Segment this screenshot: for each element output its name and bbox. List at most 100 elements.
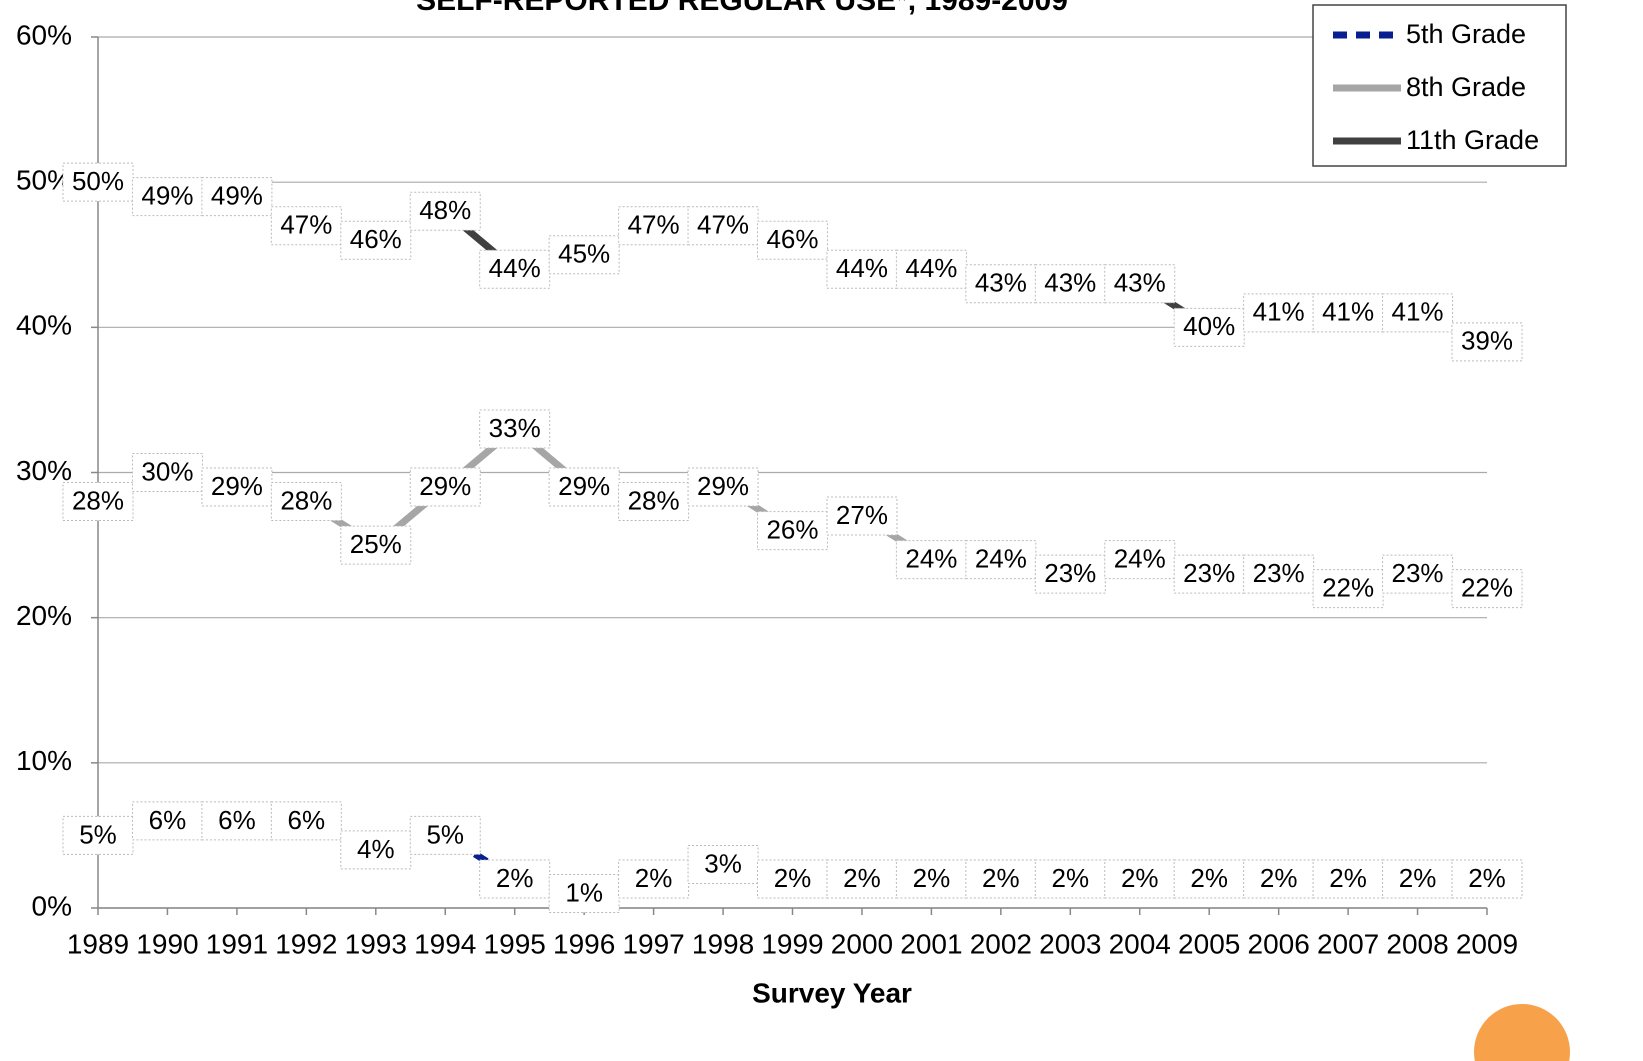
data-label: 23% — [1183, 558, 1235, 588]
data-label-box — [548, 467, 620, 507]
data-label: 2% — [1190, 863, 1228, 893]
y-tick-label: 0% — [32, 890, 72, 921]
data-label-box — [687, 206, 759, 246]
data-label-box — [1104, 859, 1176, 899]
data-label-box — [62, 815, 134, 855]
data-label-box — [826, 249, 898, 289]
data-label-box — [1243, 293, 1315, 333]
data-label: 29% — [211, 471, 263, 501]
data-label: 2% — [1260, 863, 1298, 893]
x-axis-label: Survey Year — [752, 977, 912, 1008]
data-label-box — [687, 467, 759, 507]
data-label: 2% — [496, 863, 534, 893]
legend-label: 11th Grade — [1406, 125, 1539, 155]
data-label: 28% — [72, 485, 124, 515]
data-label: 2% — [774, 863, 812, 893]
x-tick-label: 2002 — [970, 928, 1032, 959]
data-label: 23% — [1392, 558, 1444, 588]
data-label: 2% — [1121, 863, 1159, 893]
data-label: 47% — [628, 210, 680, 240]
x-tick-label: 1999 — [761, 928, 823, 959]
data-label: 47% — [280, 210, 332, 240]
data-label: 49% — [141, 181, 193, 211]
y-tick-label: 10% — [16, 745, 72, 776]
data-label: 2% — [913, 863, 951, 893]
data-label-box — [895, 540, 967, 580]
y-tick-label: 60% — [16, 19, 72, 50]
data-label-box — [479, 409, 551, 449]
data-label-box — [548, 235, 620, 275]
data-label-box — [270, 206, 342, 246]
data-label-box — [409, 815, 481, 855]
data-label: 26% — [766, 514, 818, 544]
legend-label: 8th Grade — [1406, 72, 1526, 102]
legend-label: 5th Grade — [1406, 19, 1526, 49]
data-label: 43% — [1044, 268, 1096, 298]
data-label-box — [479, 249, 551, 289]
x-tick-label: 1995 — [484, 928, 546, 959]
data-label-box — [409, 191, 481, 231]
data-label: 22% — [1322, 573, 1374, 603]
data-label: 2% — [982, 863, 1020, 893]
data-label: 6% — [288, 805, 326, 835]
data-label: 2% — [1399, 863, 1437, 893]
x-tick-label: 1993 — [345, 928, 407, 959]
y-tick-label: 20% — [16, 600, 72, 631]
data-label: 39% — [1461, 326, 1513, 356]
x-tick-label: 1998 — [692, 928, 754, 959]
x-tick-label: 1990 — [136, 928, 198, 959]
data-label-box — [340, 220, 412, 260]
data-label: 44% — [489, 253, 541, 283]
data-label: 1% — [565, 877, 603, 907]
data-label: 24% — [905, 543, 957, 573]
data-label-box — [618, 859, 690, 899]
data-label: 5% — [79, 819, 117, 849]
data-label-box — [618, 482, 690, 522]
data-label-box — [618, 206, 690, 246]
data-label: 2% — [635, 863, 673, 893]
data-label: 24% — [1114, 543, 1166, 573]
data-label-box — [201, 177, 273, 217]
x-tick-label: 2004 — [1109, 928, 1171, 959]
data-label-box — [757, 220, 828, 260]
data-label-box — [1382, 293, 1454, 333]
data-label-box — [757, 859, 828, 899]
data-label-box — [1034, 264, 1106, 304]
data-label: 49% — [211, 181, 263, 211]
data-label: 45% — [558, 239, 610, 269]
data-label-box — [62, 482, 134, 522]
data-label-box — [131, 453, 203, 492]
data-label: 33% — [489, 413, 541, 443]
data-label: 50% — [72, 166, 124, 196]
data-label: 2% — [1329, 863, 1367, 893]
data-label-box — [131, 177, 203, 217]
data-label: 5% — [426, 819, 464, 849]
data-label: 4% — [357, 834, 395, 864]
data-label-box — [1104, 264, 1176, 304]
data-label-box — [201, 467, 273, 507]
data-label-box — [1382, 554, 1454, 594]
x-tick-label: 1992 — [275, 928, 337, 959]
data-label: 24% — [975, 543, 1027, 573]
x-tick-label: 2008 — [1386, 928, 1448, 959]
x-tick-label: 2005 — [1178, 928, 1240, 959]
data-label-box — [1312, 859, 1384, 899]
data-label: 41% — [1392, 297, 1444, 327]
data-label-box — [409, 467, 481, 507]
data-label: 28% — [628, 485, 680, 515]
x-tick-label: 2003 — [1039, 928, 1101, 959]
data-label-box — [201, 801, 273, 841]
data-label: 44% — [905, 253, 957, 283]
data-label: 43% — [975, 268, 1027, 298]
data-label-box — [1312, 293, 1384, 333]
data-label: 40% — [1183, 311, 1235, 341]
data-label: 25% — [350, 529, 402, 559]
x-tick-label: 2000 — [831, 928, 893, 959]
data-label: 41% — [1253, 297, 1305, 327]
data-label-box — [340, 525, 412, 565]
data-label-box — [1104, 540, 1176, 580]
data-label-box — [1312, 569, 1384, 609]
data-label-box — [131, 801, 203, 841]
